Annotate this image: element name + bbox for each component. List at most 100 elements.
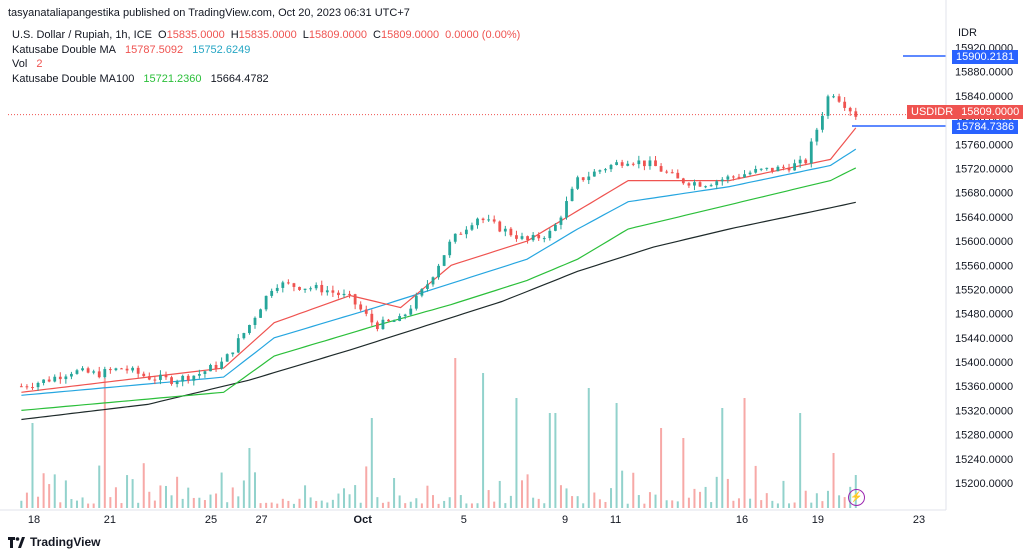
vol-value: 2 bbox=[36, 58, 43, 70]
volume-bar bbox=[370, 418, 373, 508]
volume-bar bbox=[476, 503, 479, 508]
candle-body bbox=[370, 313, 374, 323]
candle-body bbox=[548, 230, 552, 239]
change-value: 0.0000 (0.00%) bbox=[445, 29, 521, 41]
candle-body bbox=[709, 185, 713, 187]
volume-bar bbox=[281, 498, 284, 508]
volume-bar bbox=[87, 503, 90, 508]
volume-bar bbox=[676, 501, 679, 508]
candle-body bbox=[459, 233, 463, 235]
volume-bar bbox=[120, 503, 123, 508]
legend-ma-row[interactable]: Katusabe Double MA 15787.5092 15752.6249 bbox=[12, 43, 526, 58]
candle-body bbox=[854, 111, 858, 117]
candle-body bbox=[665, 171, 669, 173]
candle-body bbox=[153, 379, 157, 381]
volume-bar bbox=[131, 479, 134, 508]
candle-body bbox=[476, 218, 479, 226]
candle-body bbox=[159, 374, 162, 380]
chart-axes: 15200.0000 15240.0000 15280.0000 15320.0000… bbox=[0, 0, 1013, 526]
candle-body bbox=[821, 115, 824, 130]
legend-vol-row[interactable]: Vol 2 bbox=[12, 57, 526, 72]
volume-bar bbox=[532, 497, 535, 508]
chart-legend: U.S. Dollar / Rupiah, 1h, ICE O15835.0000… bbox=[12, 28, 526, 86]
volume-bar bbox=[292, 503, 295, 508]
candle-body bbox=[58, 376, 62, 380]
candle-body bbox=[197, 374, 201, 376]
volume-bar bbox=[754, 465, 757, 508]
candle-body bbox=[487, 219, 491, 221]
candle-body bbox=[637, 160, 641, 165]
volume-bar bbox=[393, 478, 396, 508]
current-price-tag[interactable]: USDIDR 15809.0000 bbox=[907, 105, 1024, 119]
volume-bar bbox=[276, 503, 279, 508]
candle-body bbox=[270, 290, 274, 296]
volume-bar bbox=[537, 498, 540, 508]
volume-bar bbox=[237, 496, 240, 508]
volume-bar bbox=[432, 495, 435, 508]
candle-body bbox=[387, 319, 390, 322]
legend-ma100-row[interactable]: Katusabe Double MA100 15721.2360 15664.4… bbox=[12, 72, 526, 87]
volume-bar bbox=[420, 503, 423, 508]
candle-body bbox=[776, 166, 780, 172]
candle-body bbox=[503, 228, 507, 232]
volume-bar bbox=[198, 497, 201, 508]
volume-bar bbox=[821, 501, 824, 508]
lightning-icon[interactable]: ⚡ bbox=[848, 489, 865, 506]
volume-bar bbox=[682, 438, 685, 508]
volume-bar bbox=[48, 484, 51, 508]
candle-body bbox=[687, 183, 691, 186]
volume-bar bbox=[459, 495, 462, 508]
candle-body bbox=[325, 290, 329, 293]
volume-bar bbox=[559, 485, 562, 508]
candle-body bbox=[604, 169, 607, 171]
candle-body bbox=[86, 368, 90, 373]
candle-body bbox=[581, 177, 585, 181]
volume-bar bbox=[187, 487, 190, 508]
volume-bar bbox=[409, 501, 412, 508]
candle-body bbox=[481, 218, 485, 221]
candle-body bbox=[147, 376, 151, 380]
x-tick-label: Oct bbox=[354, 514, 373, 526]
volume-bar bbox=[20, 500, 23, 508]
candle-body bbox=[743, 174, 746, 178]
volume-bar bbox=[776, 503, 779, 508]
candle-body bbox=[231, 352, 235, 355]
candle-body bbox=[498, 221, 502, 232]
ma-price-tag[interactable]: 15784.7386 bbox=[952, 120, 1019, 134]
candle-body bbox=[103, 369, 107, 378]
low-label: L bbox=[302, 29, 309, 41]
candle-body bbox=[492, 219, 496, 222]
candle-body bbox=[236, 338, 240, 353]
volume-bar bbox=[137, 502, 140, 508]
candle-body bbox=[348, 293, 351, 295]
candle-body bbox=[264, 295, 268, 310]
volume-bar bbox=[799, 413, 802, 508]
volume-bar bbox=[810, 502, 813, 508]
volume-bar bbox=[31, 423, 34, 508]
y-tick-label: 15880.0000 bbox=[955, 67, 1013, 79]
candle-body bbox=[97, 371, 101, 378]
alert-price-tag[interactable]: 15900.2181 bbox=[952, 50, 1019, 64]
candle-body bbox=[782, 166, 785, 168]
volume-bar bbox=[220, 472, 223, 508]
symbol-label[interactable]: U.S. Dollar / Rupiah, 1h, ICE bbox=[12, 29, 153, 41]
candle-body bbox=[286, 282, 290, 284]
candle-body bbox=[754, 169, 758, 173]
candle-body bbox=[75, 370, 79, 374]
candle-body bbox=[626, 163, 630, 166]
volume-bar bbox=[660, 428, 663, 508]
volume-bar bbox=[610, 488, 613, 508]
volume-bar bbox=[448, 497, 451, 508]
volume-bar bbox=[749, 498, 752, 508]
candle-body bbox=[381, 319, 385, 330]
candle-body bbox=[81, 368, 84, 371]
y-tick-label: 15360.0000 bbox=[955, 381, 1013, 393]
candle-body bbox=[515, 235, 518, 239]
candle-body bbox=[298, 286, 301, 290]
candle-body bbox=[759, 168, 763, 170]
volume-bar bbox=[765, 493, 768, 508]
candle-body bbox=[214, 364, 218, 369]
ma1-value-slow: 15752.6249 bbox=[192, 43, 251, 56]
volume-bar bbox=[348, 494, 351, 508]
